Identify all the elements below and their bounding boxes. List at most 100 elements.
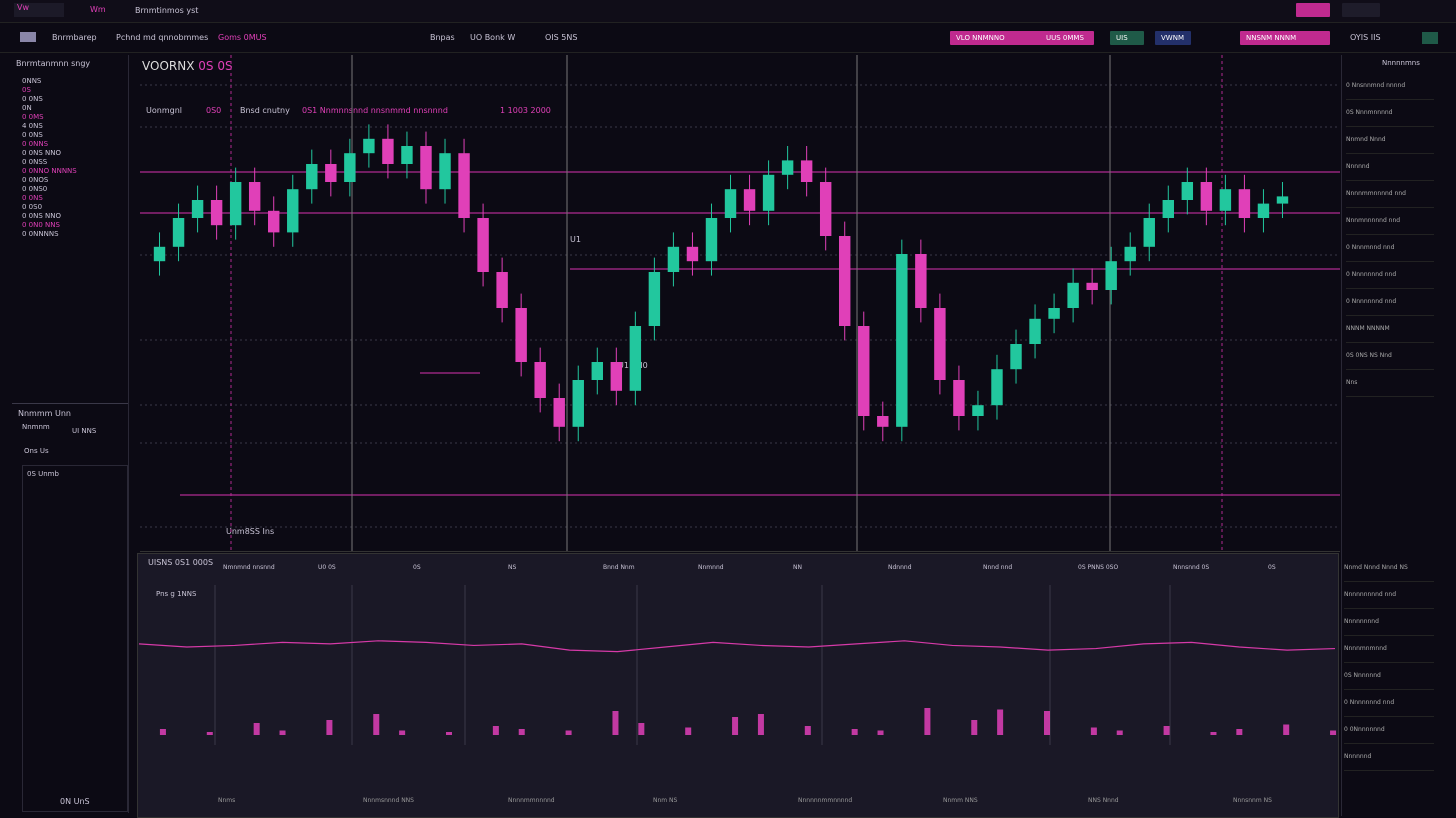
account[interactable]: OYIS IIS: [1350, 33, 1381, 42]
footer-item: NNS Nnnd: [1088, 797, 1119, 804]
list-item: 0S: [22, 86, 31, 94]
candle-body: [667, 246, 680, 272]
list-item: Nnnnnnd: [1344, 744, 1434, 771]
candle-body: [1200, 182, 1213, 211]
volume-bar: [997, 709, 1004, 735]
candle-body: [458, 153, 470, 218]
candle-body: [991, 369, 1003, 406]
candle-body: [153, 246, 166, 262]
list-item: Nnmnd Nnnd: [1346, 127, 1434, 154]
header-item: U0 0S: [318, 564, 336, 571]
header-item: NN: [793, 564, 802, 571]
list-item: 0 0MS: [22, 113, 44, 121]
candle-body: [401, 146, 413, 164]
list-item: 0 Nnnmnnd nnd: [1346, 235, 1434, 262]
footer-item: Nnnnmmnnnnd: [508, 797, 555, 804]
footer-item: Nnm NS: [653, 797, 678, 804]
logo[interactable]: [20, 32, 36, 42]
list-item: 0 0NS: [22, 131, 43, 139]
list-item: 0 0NSS: [22, 158, 48, 166]
list-item: 0S 0NS NS Nnd: [1346, 343, 1434, 370]
candle-body: [724, 189, 737, 218]
list-item: 0N: [22, 104, 32, 112]
button[interactable]: NNSNM NNNM: [1240, 31, 1330, 45]
candle-body: [1105, 261, 1117, 290]
tool[interactable]: Bnpas: [430, 33, 455, 42]
tool[interactable]: UO Bonk W: [470, 33, 516, 42]
volume-bar: [206, 732, 213, 735]
candle-body: [363, 138, 375, 154]
button[interactable]: VWNM: [1155, 31, 1191, 45]
candle-body: [572, 380, 584, 427]
volume-bar: [1090, 727, 1097, 735]
footer-item: Nnnsnnm NS: [1233, 797, 1272, 804]
button[interactable]: VLO NNMNNO: [950, 31, 1050, 45]
tool[interactable]: Bnrmbarep: [52, 33, 97, 42]
oscillator-chart: [138, 585, 1337, 745]
tool[interactable]: OIS 5NS: [545, 33, 578, 42]
volume-bar: [326, 720, 333, 735]
candle-body: [1162, 200, 1174, 218]
candle-body: [686, 246, 699, 262]
divider: [12, 403, 128, 404]
header-item: Nmnmnd nnsnnd: [223, 564, 275, 571]
icon-button[interactable]: [1422, 32, 1438, 44]
legend-item: Uonmgnl: [146, 106, 182, 115]
footer-item: Nnnmsnnnd NNS: [363, 797, 414, 804]
window-button[interactable]: [1296, 3, 1330, 17]
button[interactable]: UIS: [1110, 31, 1144, 45]
candle-body: [610, 362, 623, 391]
volume-bar: [1116, 730, 1123, 735]
candle-body: [420, 146, 432, 190]
list-item: Nnmd Nnnd Nnnd NS: [1344, 555, 1434, 582]
list-item: 0 0NNO NNNNS: [22, 167, 77, 175]
list-item: 0 0NS: [22, 194, 43, 202]
candle-body: [1067, 282, 1079, 308]
section-item: Nnmnm: [22, 423, 50, 431]
header-item: NS: [508, 564, 517, 571]
volume-bar: [565, 730, 572, 735]
candle-body: [210, 200, 223, 226]
button[interactable]: UUS 0MMS: [1040, 31, 1094, 45]
top-bar: Vw Wm Brnmtinmos yst: [0, 0, 1456, 23]
sub-panel: UISNS 0S1 000S Nmnmnd nnsnnd U0 0S 0S NS Bnn…: [137, 553, 1339, 818]
candle-body: [705, 218, 718, 262]
tool[interactable]: Goms 0MUS: [218, 33, 267, 42]
candle-body: [1181, 182, 1194, 200]
candle-body: [515, 308, 527, 362]
footer-item: Nnmm NNS: [943, 797, 978, 804]
chart-subtitle: 0S 0S: [198, 59, 233, 73]
legend-item: Bnsd cnutny: [240, 106, 290, 115]
candle-body: [839, 236, 851, 326]
volume-bar: [877, 730, 884, 735]
legend-item: 1 1003 2000: [500, 106, 551, 115]
candle-body: [1029, 318, 1041, 344]
candle-body: [648, 272, 661, 326]
list-item: 0 Nnsnnmnd nnnnd: [1346, 73, 1434, 100]
tab[interactable]: Vw: [14, 3, 64, 17]
header-item: Bnnd Nnm: [603, 564, 635, 571]
volume-bar: [446, 732, 452, 735]
candle-body: [934, 308, 946, 380]
candle-body: [191, 200, 204, 218]
list-item: 0 Nnnnnnnd nnd: [1346, 289, 1434, 316]
section-title: Nnmmm Unn: [18, 409, 71, 418]
volume-bar: [971, 720, 978, 735]
header-item: 0S PNNS 0SO: [1078, 564, 1119, 571]
candle-body: [953, 380, 965, 416]
candle-body: [877, 416, 889, 427]
annotation: Unm8SS Ins: [226, 527, 275, 536]
volume-bar: [1163, 726, 1170, 735]
volume-bar: [1044, 711, 1050, 735]
window-button[interactable]: [1342, 3, 1380, 17]
tab[interactable]: Wm: [90, 5, 106, 14]
tool[interactable]: Pchnd md qnnobmmes: [116, 33, 209, 42]
candle-body: [896, 254, 908, 427]
header-item: Nnnd nnd: [983, 564, 1013, 571]
main-chart: VOORNX 0S 0S Uonmgnl 0S0 Bnsd cnutny 0S1…: [140, 55, 1340, 552]
volume-bar: [1330, 730, 1337, 735]
candle-body: [915, 254, 927, 308]
list-item: 0 Nnnnnnnd nnd: [1344, 690, 1434, 717]
chart-title: VOORNX 0S 0S: [142, 59, 233, 73]
trade-list: Nnmd Nnnd Nnnd NS Nnnnnnnnnd nnd Nnnnnnnnd…: [1344, 555, 1434, 771]
